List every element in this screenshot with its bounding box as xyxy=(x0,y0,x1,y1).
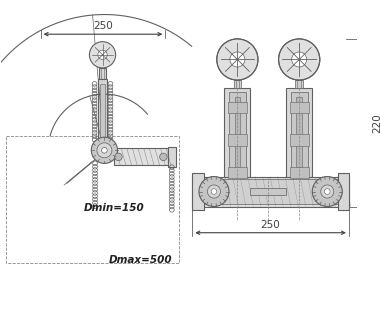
Bar xyxy=(100,84,105,138)
Bar xyxy=(234,97,240,167)
Text: 250: 250 xyxy=(261,220,280,230)
Circle shape xyxy=(98,50,107,60)
Circle shape xyxy=(89,42,116,68)
Text: 220: 220 xyxy=(372,113,380,133)
Bar xyxy=(290,102,309,113)
Circle shape xyxy=(207,185,220,198)
Bar xyxy=(228,135,247,146)
Text: 250: 250 xyxy=(93,21,113,31)
Circle shape xyxy=(325,189,330,194)
Bar xyxy=(296,97,302,167)
Circle shape xyxy=(199,176,229,206)
Circle shape xyxy=(217,39,258,80)
Bar xyxy=(192,176,349,206)
Circle shape xyxy=(321,185,334,198)
Circle shape xyxy=(101,148,107,153)
Circle shape xyxy=(91,137,117,163)
Bar xyxy=(99,68,106,79)
Circle shape xyxy=(211,189,217,194)
Circle shape xyxy=(160,153,167,161)
Bar xyxy=(291,92,307,172)
Text: Dmin=150: Dmin=150 xyxy=(84,203,144,213)
Bar xyxy=(168,147,176,167)
Bar xyxy=(6,136,179,263)
Bar xyxy=(98,79,107,143)
Bar xyxy=(200,179,341,204)
Bar xyxy=(114,148,168,165)
Bar xyxy=(224,88,250,176)
Bar xyxy=(286,88,312,176)
Bar xyxy=(295,80,303,88)
Circle shape xyxy=(279,39,320,80)
Circle shape xyxy=(115,153,122,161)
Bar xyxy=(228,167,247,179)
Bar xyxy=(229,92,246,172)
Bar xyxy=(290,135,309,146)
Bar xyxy=(337,173,349,210)
Bar xyxy=(234,80,241,88)
Bar xyxy=(290,167,309,179)
Circle shape xyxy=(292,52,307,67)
Circle shape xyxy=(312,176,342,206)
Bar xyxy=(228,102,247,113)
Bar xyxy=(250,188,286,195)
Bar xyxy=(192,173,204,210)
Circle shape xyxy=(97,143,112,158)
Circle shape xyxy=(230,52,245,67)
Text: Dmax=500: Dmax=500 xyxy=(109,255,173,265)
